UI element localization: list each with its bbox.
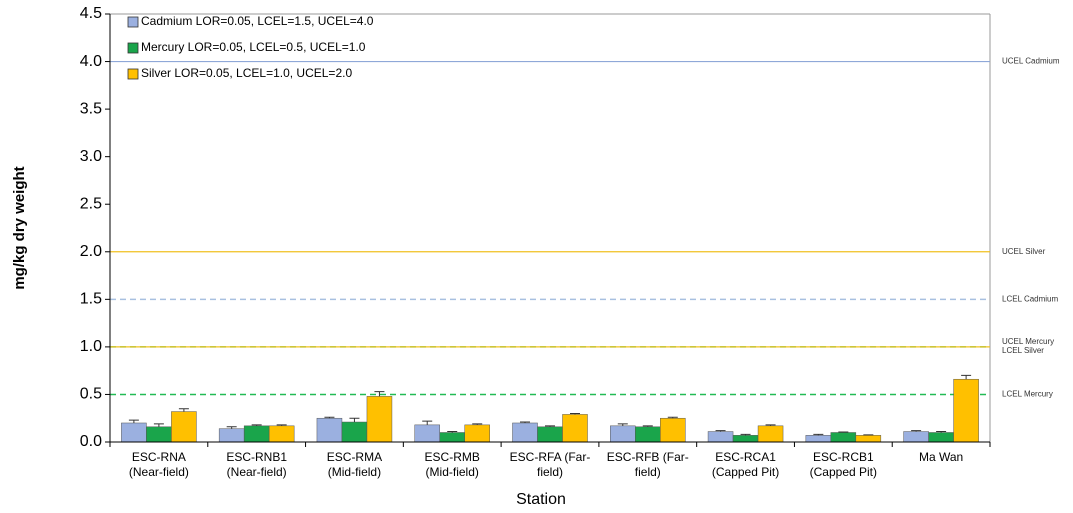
error-bar [178, 408, 189, 412]
bar [171, 411, 197, 443]
error-bar [324, 416, 335, 419]
bar [414, 424, 440, 443]
reference-label: UCEL Mercury [1002, 337, 1054, 346]
reference-label: LCEL Cadmium [1002, 294, 1059, 303]
reference-label: UCEL Cadmium [1002, 57, 1060, 66]
x-tick-label: ESC-RCB1 (Capped Pit) [810, 450, 877, 479]
legend-label: Mercury LOR=0.05, LCEL=0.5, UCEL=1.0 [141, 40, 366, 54]
bar [146, 426, 172, 443]
error-bar [642, 425, 653, 427]
y-tick-label: 4.0 [80, 53, 102, 70]
reference-label: UCEL Silver [1002, 247, 1046, 256]
error-bar [617, 423, 628, 426]
bar [268, 425, 295, 443]
bar [464, 424, 490, 443]
y-axis-title: mg/kg dry weight [11, 166, 28, 289]
y-tick-label: 1.0 [80, 338, 102, 355]
legend-label: Silver LOR=0.05, LCEL=1.0, UCEL=2.0 [141, 66, 352, 80]
bar [610, 425, 636, 443]
bar [855, 435, 882, 443]
error-bar [813, 433, 824, 436]
x-tick-label: Ma Wan [919, 450, 963, 464]
legend-swatch [127, 16, 139, 28]
y-tick-label: 0.5 [80, 386, 102, 403]
error-bar [251, 424, 262, 426]
bar [928, 432, 954, 443]
x-axis-title: Station [516, 491, 566, 508]
error-bar [667, 416, 678, 419]
y-tick-label: 2.5 [80, 195, 102, 212]
bar [903, 431, 929, 443]
x-tick-label: ESC-RMB (Mid-field) [425, 450, 480, 479]
error-bar [422, 420, 433, 425]
y-tick-label: 1.5 [80, 291, 102, 308]
bar [805, 435, 832, 443]
error-bar [472, 423, 483, 425]
bar [953, 378, 979, 443]
error-bar [447, 431, 458, 433]
x-tick-label: ESC-RNA (Near-field) [129, 450, 189, 479]
bar [366, 396, 393, 443]
x-tick-label: ESC-RFB (Far-field) [607, 450, 689, 479]
bar [635, 426, 661, 443]
y-tick-label: 4.5 [80, 5, 102, 22]
x-tick-label: ESC-RNB1 (Near-field) [226, 450, 287, 479]
error-bar [911, 430, 922, 432]
error-bar [715, 430, 726, 432]
error-bar [520, 421, 530, 423]
error-bar [226, 426, 237, 429]
error-bar [153, 423, 164, 427]
bar [562, 414, 588, 443]
y-tick-label: 0.0 [80, 433, 102, 450]
error-bar [570, 412, 580, 415]
bar [660, 417, 686, 443]
error-bar [740, 433, 751, 436]
bar [341, 421, 368, 443]
bar [830, 432, 857, 443]
error-bar [936, 431, 947, 433]
bar [707, 431, 734, 443]
bar [243, 425, 270, 443]
reference-label: LCEL Silver [1002, 346, 1044, 355]
bar [439, 432, 465, 443]
legend-swatch [127, 42, 139, 54]
bar [537, 426, 563, 443]
x-tick-label: ESC-RCA1 (Capped Pit) [712, 450, 779, 479]
error-bar [374, 391, 385, 397]
bar [121, 422, 147, 443]
bar [316, 417, 343, 443]
reference-label: LCEL Mercury [1002, 390, 1053, 399]
bar [757, 425, 784, 443]
bar [512, 422, 538, 443]
error-bar [276, 424, 287, 426]
x-tick-label: ESC-RMA (Mid-field) [327, 450, 382, 479]
error-bar [128, 419, 139, 423]
error-bar [349, 417, 360, 423]
bar [732, 435, 759, 443]
error-bar [765, 424, 776, 426]
legend-label: Cadmium LOR=0.05, LCEL=1.5, UCEL=4.0 [141, 14, 374, 28]
bar [218, 428, 245, 443]
y-tick-label: 3.0 [80, 148, 102, 165]
y-tick-label: 2.0 [80, 243, 102, 260]
y-tick-label: 3.5 [80, 100, 102, 117]
x-tick-label: ESC-RFA (Far-field) [510, 450, 591, 479]
legend-swatch [127, 68, 139, 80]
error-bar [961, 374, 972, 380]
error-bar [545, 425, 555, 427]
